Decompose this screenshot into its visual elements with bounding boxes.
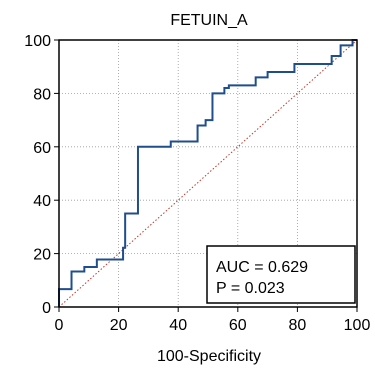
auc-value-text: AUC = 0.629	[216, 259, 308, 276]
y-tick-label: 20	[33, 247, 51, 264]
plot-frame	[58, 39, 358, 308]
x-tick-label: 40	[169, 317, 187, 334]
auc-annotation-box	[206, 245, 356, 304]
y-tick-label: 60	[33, 140, 51, 157]
x-axis-title: 100-Specificity	[157, 348, 261, 365]
y-tick-label: 100	[24, 33, 51, 50]
y-tick-label: 40	[33, 193, 51, 210]
x-tick-label: 100	[344, 317, 371, 334]
x-tick-label: 60	[229, 317, 247, 334]
y-tick-label: 0	[42, 300, 51, 317]
reference-diagonal-line	[58, 39, 358, 308]
chart-title: FETUIN_A	[170, 12, 248, 29]
x-axis-ticks: 0 20 40 60 80 100	[55, 307, 371, 334]
y-axis-ticks: 0 20 40 60 80 100	[24, 33, 59, 317]
x-tick-label: 20	[110, 317, 128, 334]
y-tick-label: 80	[33, 86, 51, 103]
roc-curve-line	[58, 39, 357, 307]
p-value-text: P = 0.023	[216, 280, 285, 297]
x-tick-label: 80	[289, 317, 307, 334]
x-tick-label: 0	[55, 317, 64, 334]
